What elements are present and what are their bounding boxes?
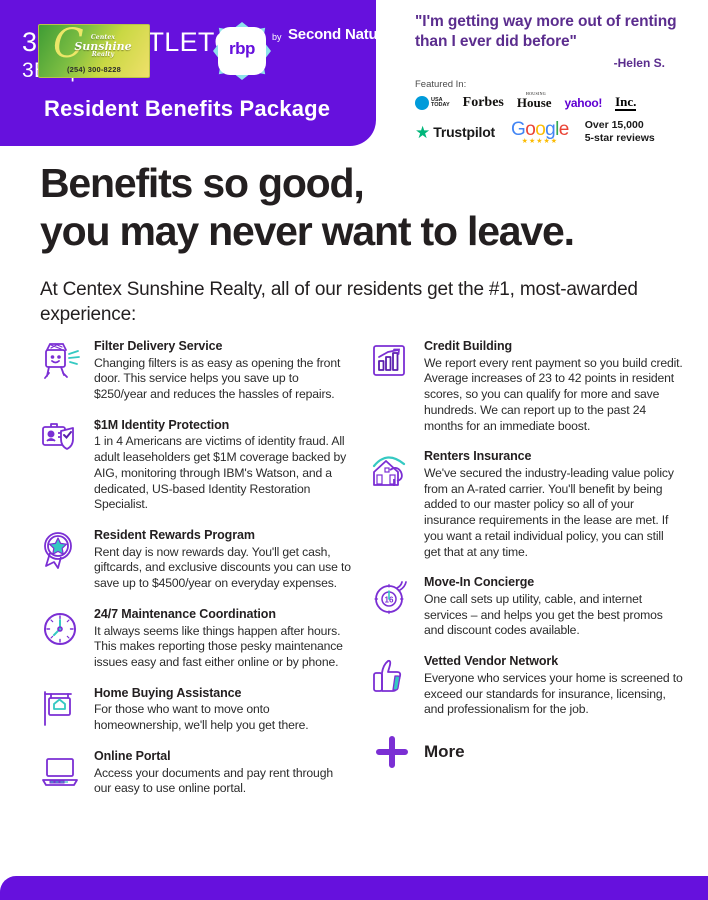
headline-line-1: Benefits so good, (40, 160, 365, 206)
header-banner: 3303 CASTLETON 3BR | 2BA C Centex Sunshi… (0, 0, 391, 146)
house-logo-top-label: HOUSING (525, 91, 546, 97)
rbp-badge-icon: rbp (213, 22, 271, 80)
google-stars-icon: ★★★★★ (521, 138, 559, 146)
more-benefits-row[interactable]: More (368, 732, 683, 772)
benefit-title: Filter Delivery Service (94, 339, 223, 353)
rewards-ribbon-icon (38, 527, 86, 575)
benefit-description: For those who want to move onto homeowne… (94, 702, 309, 733)
forbes-logo-icon: Forbes (462, 95, 504, 111)
featured-logos-row-1: USA TODAY Forbes HOUSING House yahoo! Inc… (415, 91, 695, 112)
house-logo-icon: HOUSING House (516, 91, 552, 111)
more-label: More (424, 741, 465, 761)
benefit-item: 24/7 Maintenance Coordination It always s… (38, 606, 353, 671)
benefit-description: Everyone who services your home is scree… (424, 670, 683, 717)
rbp-badge-label: rbp (229, 39, 255, 58)
benefit-item: 16 Move-In Concierge One call sets up util… (368, 574, 683, 639)
second-nature-by-label: by (272, 32, 282, 42)
reviews-line-2: 5-star reviews (584, 132, 655, 145)
benefit-title: Home Buying Assistance (94, 685, 242, 700)
logo-script-text: Centex Sunshine Realty (61, 34, 145, 59)
testimonial-attribution: -Helen S. (613, 56, 665, 71)
benefit-title: Resident Rewards Program (94, 528, 255, 543)
benefit-item: Vetted Vendor Network Everyone who servic… (368, 653, 683, 718)
benefit-description: Changing filters is as easy as opening t… (94, 355, 341, 402)
headline-line-2: you may never want to leave. (40, 207, 575, 254)
benefits-column-left: Filter Delivery Service Changing filters … (38, 338, 353, 811)
logo-swirl-icon: C (53, 24, 84, 67)
trustpilot-star-icon: ★ (415, 122, 431, 142)
reviews-count-text: Over 15,000 5-star reviews (585, 119, 655, 145)
usa-today-label: USA TODAY (431, 96, 450, 109)
benefit-title: Vetted Vendor Network (424, 654, 559, 669)
page-headline: Benefits so good, you may never want to … (40, 160, 690, 255)
svg-text:16: 16 (385, 596, 394, 605)
centex-sunshine-realty-logo: C Centex Sunshine Realty (254) 300-8228 (38, 24, 150, 78)
benefit-title: Move-In Concierge (424, 575, 535, 590)
benefit-title: Online Portal (94, 748, 171, 763)
google-logo-icon: Google ★★★★★ (511, 119, 569, 145)
logo-script-top: Centex (90, 34, 116, 41)
benefit-title: Renters Insurance (424, 449, 532, 464)
logo-script-main: Sunshine (74, 40, 132, 54)
benefit-description: One call sets up utility, cable, and int… (424, 591, 663, 638)
plus-icon (368, 732, 416, 772)
trustpilot-label: Trustpilot (433, 124, 496, 141)
thumbs-up-icon (368, 653, 416, 701)
benefits-column-right: Credit Building We report every rent paym… (368, 338, 683, 772)
yahoo-logo-icon: yahoo! (564, 96, 603, 111)
laptop-icon (38, 748, 86, 796)
benefit-title: Credit Building (424, 339, 513, 353)
benefit-description: It always seems like things happen after… (94, 623, 343, 670)
testimonial-block: "I'm getting way more out of renting tha… (415, 12, 695, 146)
filter-delivery-icon (38, 338, 86, 386)
footer-bar (0, 876, 708, 900)
inc-logo-icon: Inc. (615, 94, 637, 112)
benefit-item: $1M Identity Protection 1 in 4 Americans … (38, 417, 353, 513)
identity-shield-icon (38, 417, 86, 465)
benefit-item: Home Buying Assistance For those who want… (38, 685, 353, 734)
second-nature-name: Second Nature (288, 26, 392, 43)
usa-today-dot-icon (415, 96, 429, 111)
reviews-line-1: Over 15,000 (584, 119, 644, 132)
featured-in-label: Featured In: (415, 79, 467, 91)
benefit-description: We report every rent payment so you buil… (424, 355, 683, 433)
benefit-item: Credit Building We report every rent paym… (368, 338, 683, 434)
clock-icon (38, 606, 86, 654)
trustpilot-logo-icon: ★ Trustpilot (415, 124, 495, 141)
benefit-title: 24/7 Maintenance Coordination (94, 606, 276, 621)
usa-today-logo-icon: USA TODAY (415, 96, 450, 111)
testimonial-quote: "I'm getting way more out of renting tha… (415, 13, 677, 51)
benefit-item: Filter Delivery Service Changing filters … (38, 338, 353, 403)
featured-logos-row-2: ★ Trustpilot Google ★★★★★ Over 15,000 5-… (415, 119, 695, 145)
google-wordmark: Google (511, 119, 569, 141)
concierge-clock-icon: 16 (368, 574, 416, 622)
package-title: Resident Benefits Package (44, 96, 331, 121)
benefit-description: We've secured the industry-leading value… (424, 465, 674, 559)
page-subheadline: At Centex Sunshine Realty, all of our re… (40, 279, 638, 326)
house-logo-label: House (516, 95, 552, 111)
benefit-item: Renters Insurance We've secured the indus… (368, 448, 683, 560)
logo-phone-number: (254) 300-8228 (66, 65, 122, 74)
benefit-description: Rent day is now rewards day. You'll get … (94, 544, 351, 591)
rbp-badge-inner (218, 27, 266, 75)
logo-script-sub: Realty (91, 51, 115, 59)
house-umbrella-icon (368, 448, 416, 496)
benefit-description: 1 in 4 Americans are victims of identity… (94, 434, 347, 512)
benefit-item: Resident Rewards Program Rent day is now … (38, 527, 353, 592)
home-sign-icon (38, 685, 86, 733)
benefit-description: Access your documents and pay rent throu… (94, 765, 333, 796)
benefit-title: $1M Identity Protection (94, 417, 230, 432)
benefit-item: Online Portal Access your documents and p… (38, 748, 353, 797)
credit-chart-icon (368, 338, 416, 386)
